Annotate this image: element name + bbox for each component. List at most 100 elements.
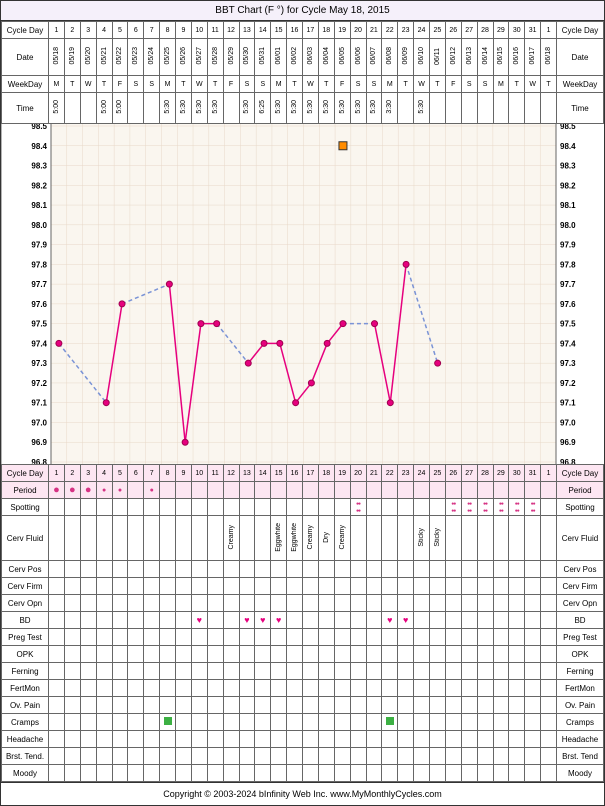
cerv-firm-row-cell — [160, 578, 176, 595]
cerv-pos-row-cell — [303, 561, 319, 578]
opk-row-label-right: OPK — [557, 646, 604, 663]
row-time-cell: 5:00 — [96, 93, 112, 124]
ferning-row-cell — [541, 663, 557, 680]
brst-tend-row-cell — [398, 748, 414, 765]
row-date-cell: 06/17 — [525, 39, 541, 76]
row-time-cell: 5:30 — [271, 93, 287, 124]
fertmon-row-cell — [430, 680, 446, 697]
cerv-pos-row-label-left: Cerv Pos — [2, 561, 49, 578]
cerv-firm-row-cell — [191, 578, 207, 595]
cerv-pos-row-cell — [223, 561, 239, 578]
brst-tend-row-cell — [96, 748, 112, 765]
headache-row-cell — [128, 731, 144, 748]
fertmon-row: FertMonFertMon — [2, 680, 604, 697]
bd-row-cell — [525, 612, 541, 629]
period-row-cell — [239, 482, 255, 499]
cycle-day-row-2-label-right: Cycle Day — [557, 465, 604, 482]
opk-row: OPKOPK — [2, 646, 604, 663]
row-time-cell: 5:00 — [49, 93, 65, 124]
headache-row-cell — [49, 731, 65, 748]
row-date-cell: 06/04 — [318, 39, 334, 76]
brst-tend-row-cell — [445, 748, 461, 765]
period-dot-icon: ● — [69, 484, 76, 496]
brst-tend-row-cell — [160, 748, 176, 765]
ov-pain-row-cell — [318, 697, 334, 714]
cerv-pos-row-cell — [239, 561, 255, 578]
preg-test-row-cell — [334, 629, 350, 646]
fertmon-row-cell — [445, 680, 461, 697]
ferning-row-cell — [445, 663, 461, 680]
spotting-row-cell — [318, 499, 334, 516]
cerv-fluid-row-label-right: Cerv Fluid — [557, 516, 604, 561]
preg-test-row-cell — [64, 629, 80, 646]
ferning-row-cell — [318, 663, 334, 680]
moody-row-cell — [49, 765, 65, 782]
cerv-pos-row-cell — [144, 561, 160, 578]
ov-pain-row-cell — [382, 697, 398, 714]
cerv-pos-row-cell — [176, 561, 192, 578]
opk-row-cell — [366, 646, 382, 663]
period-row-cell — [493, 482, 509, 499]
cerv-opn-row-cell — [350, 595, 366, 612]
row-date-cell: 05/27 — [191, 39, 207, 76]
period-dot-icon: ● — [150, 487, 154, 494]
row-cycleday-cell: 1 — [49, 22, 65, 39]
cycle-day-row-2-label-left: Cycle Day — [2, 465, 49, 482]
cramps-icon — [164, 717, 172, 725]
cycle-day-row-2-cell: 12 — [223, 465, 239, 482]
spotting-row-cell — [366, 499, 382, 516]
headache-row-cell — [160, 731, 176, 748]
brst-tend-row-label-right: Brst. Tend — [557, 748, 604, 765]
row-weekday-cell: S — [477, 76, 493, 93]
spotting-row-cell: ●●●● — [445, 499, 461, 516]
cerv-firm-row-cell — [271, 578, 287, 595]
cerv-pos-row-cell — [414, 561, 430, 578]
svg-text:97.4: 97.4 — [31, 339, 47, 348]
svg-text:97.3: 97.3 — [31, 359, 47, 368]
fertmon-row-cell — [398, 680, 414, 697]
ov-pain-row-cell — [271, 697, 287, 714]
cerv-pos-row-cell — [398, 561, 414, 578]
cramps-row-cell — [96, 714, 112, 731]
row-weekday-cell: T — [96, 76, 112, 93]
cramps-row-cell — [477, 714, 493, 731]
preg-test-row-cell — [160, 629, 176, 646]
row-date-cell: 05/21 — [96, 39, 112, 76]
ferning-row-cell — [382, 663, 398, 680]
bd-row-label-right: BD — [557, 612, 604, 629]
cerv-fluid-row-cell — [509, 516, 525, 561]
cerv-opn-row-label-left: Cerv Opn — [2, 595, 49, 612]
row-weekday-label-right: WeekDay — [557, 76, 604, 93]
moody-row-cell — [144, 765, 160, 782]
fertmon-row-cell — [176, 680, 192, 697]
cerv-fluid-value: Sticky — [434, 528, 441, 547]
cerv-pos-row-cell — [382, 561, 398, 578]
cerv-firm-row-cell — [207, 578, 223, 595]
headache-row-cell — [112, 731, 128, 748]
row-time-cell: 5:30 — [303, 93, 319, 124]
svg-text:98.5: 98.5 — [31, 124, 47, 131]
brst-tend-row-cell — [287, 748, 303, 765]
cerv-firm-row-cell — [525, 578, 541, 595]
cerv-fluid-row-cell: Sticky — [414, 516, 430, 561]
fertmon-row-cell — [303, 680, 319, 697]
cramps-row-cell — [49, 714, 65, 731]
period-row-cell — [334, 482, 350, 499]
row-weekday-cell: W — [80, 76, 96, 93]
cerv-firm-row-cell — [541, 578, 557, 595]
row-cycleday-cell: 27 — [461, 22, 477, 39]
moody-row-cell — [525, 765, 541, 782]
opk-row-cell — [414, 646, 430, 663]
moody-row-label-left: Moody — [2, 765, 49, 782]
row-cycleday-cell: 18 — [318, 22, 334, 39]
brst-tend-row-cell — [80, 748, 96, 765]
row-weekday-cell: S — [128, 76, 144, 93]
fertmon-row-cell — [191, 680, 207, 697]
footer-text: Copyright © 2003-2024 bInfinity Web Inc.… — [1, 782, 604, 805]
cycle-day-row-2-cell: 9 — [176, 465, 192, 482]
spotting-row-cell: ●●●● — [525, 499, 541, 516]
row-time-cell — [80, 93, 96, 124]
brst-tend-row-cell — [414, 748, 430, 765]
cerv-pos-row-cell — [207, 561, 223, 578]
row-weekday-cell: T — [287, 76, 303, 93]
